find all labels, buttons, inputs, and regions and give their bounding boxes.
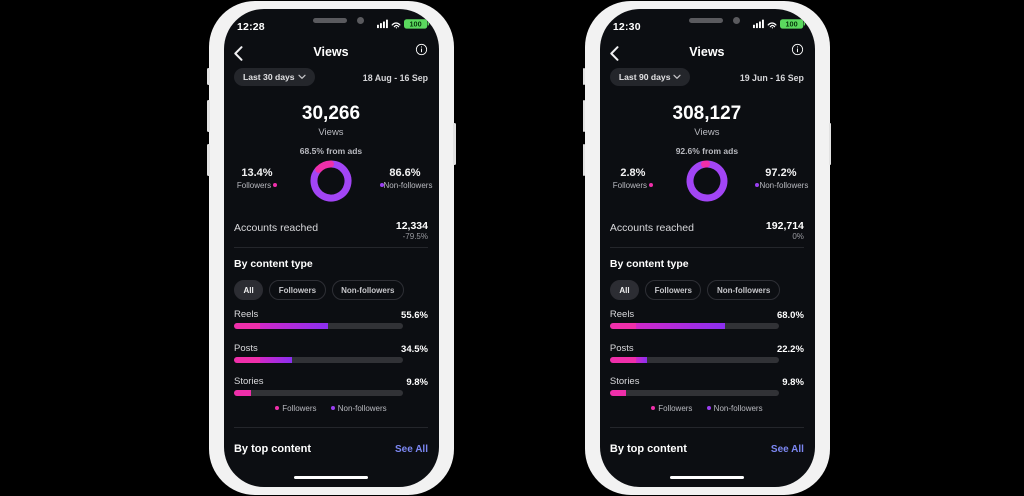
svg-text:100: 100 [785,19,797,28]
svg-text:100: 100 [409,19,421,28]
